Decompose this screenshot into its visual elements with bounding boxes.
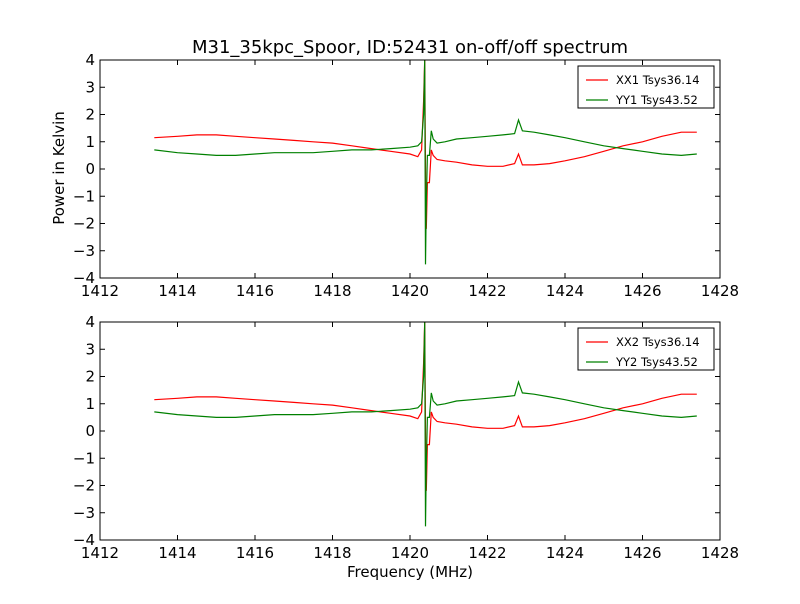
y-tick-label: 2 <box>85 106 95 124</box>
y-tick-label: −4 <box>73 531 95 549</box>
y-tick-label: −1 <box>73 187 95 205</box>
x-tick-label: 1412 <box>81 544 119 562</box>
plot-panel-2: 1412 1414 1416 1418 1420 1422 1424 1426 1428−4−3… <box>73 313 739 562</box>
y-tick-label: 1 <box>85 133 95 151</box>
y-tick-label: −4 <box>73 269 95 287</box>
panels: 1412 1414 1416 1418 1420 1422 1424 1426 1428−4−3… <box>73 51 739 562</box>
x-tick-label: 1420 <box>391 544 429 562</box>
x-tick-label: 1418 <box>313 544 351 562</box>
y-tick-label: −2 <box>73 477 95 495</box>
y-tick-label: 3 <box>85 78 95 96</box>
legend: XX2 Tsys36.14 YY2 Tsys43.52 <box>577 327 715 371</box>
x-tick-label: 1424 <box>546 282 584 300</box>
x-tick-label: 1424 <box>546 544 584 562</box>
y-tick-label: 3 <box>85 340 95 358</box>
legend-label: YY1 Tsys43.52 <box>615 93 698 107</box>
plot-panel-1: 1412 1414 1416 1418 1420 1422 1424 1426 1428−4−3… <box>73 51 739 300</box>
x-tick-label: 1416 <box>236 544 274 562</box>
y-tick-label: 2 <box>85 368 95 386</box>
x-tick-label: 1416 <box>236 282 274 300</box>
series-line-2 <box>154 322 697 527</box>
x-tick-label: 1422 <box>468 282 506 300</box>
legend-box <box>577 65 715 109</box>
legend: XX1 Tsys36.14 YY1 Tsys43.52 <box>577 65 715 109</box>
legend-label: XX1 Tsys36.14 <box>616 73 700 87</box>
legend-label: YY2 Tsys43.52 <box>615 355 698 369</box>
series-line-2 <box>154 60 697 265</box>
series-line-1 <box>154 60 697 229</box>
x-tick-label: 1418 <box>313 282 351 300</box>
y-tick-label: −3 <box>73 504 95 522</box>
y-tick-label: −3 <box>73 242 95 260</box>
y-tick-label: 0 <box>85 160 95 178</box>
legend-box <box>577 327 715 371</box>
x-tick-label: 1414 <box>158 282 196 300</box>
y-axis-label: Power in Kelvin <box>50 111 68 225</box>
series-line-1 <box>154 322 697 491</box>
y-tick-label: −2 <box>73 215 95 233</box>
x-tick-label: 1420 <box>391 282 429 300</box>
x-tick-label: 1428 <box>701 544 739 562</box>
y-tick-label: 4 <box>85 313 95 331</box>
legend-label: XX2 Tsys36.14 <box>616 335 700 349</box>
y-tick-label: 1 <box>85 395 95 413</box>
y-tick-label: 0 <box>85 422 95 440</box>
x-tick-label: 1426 <box>623 544 661 562</box>
x-tick-label: 1412 <box>81 282 119 300</box>
x-tick-label: 1426 <box>623 282 661 300</box>
x-tick-label: 1414 <box>158 544 196 562</box>
x-tick-label: 1422 <box>468 544 506 562</box>
y-tick-label: −1 <box>73 449 95 467</box>
x-tick-label: 1428 <box>701 282 739 300</box>
x-axis-label: Frequency (MHz) <box>347 563 473 581</box>
y-tick-label: 4 <box>85 51 95 69</box>
figure-title: M31_35kpc_Spoor, ID:52431 on-off/off spe… <box>192 37 628 58</box>
